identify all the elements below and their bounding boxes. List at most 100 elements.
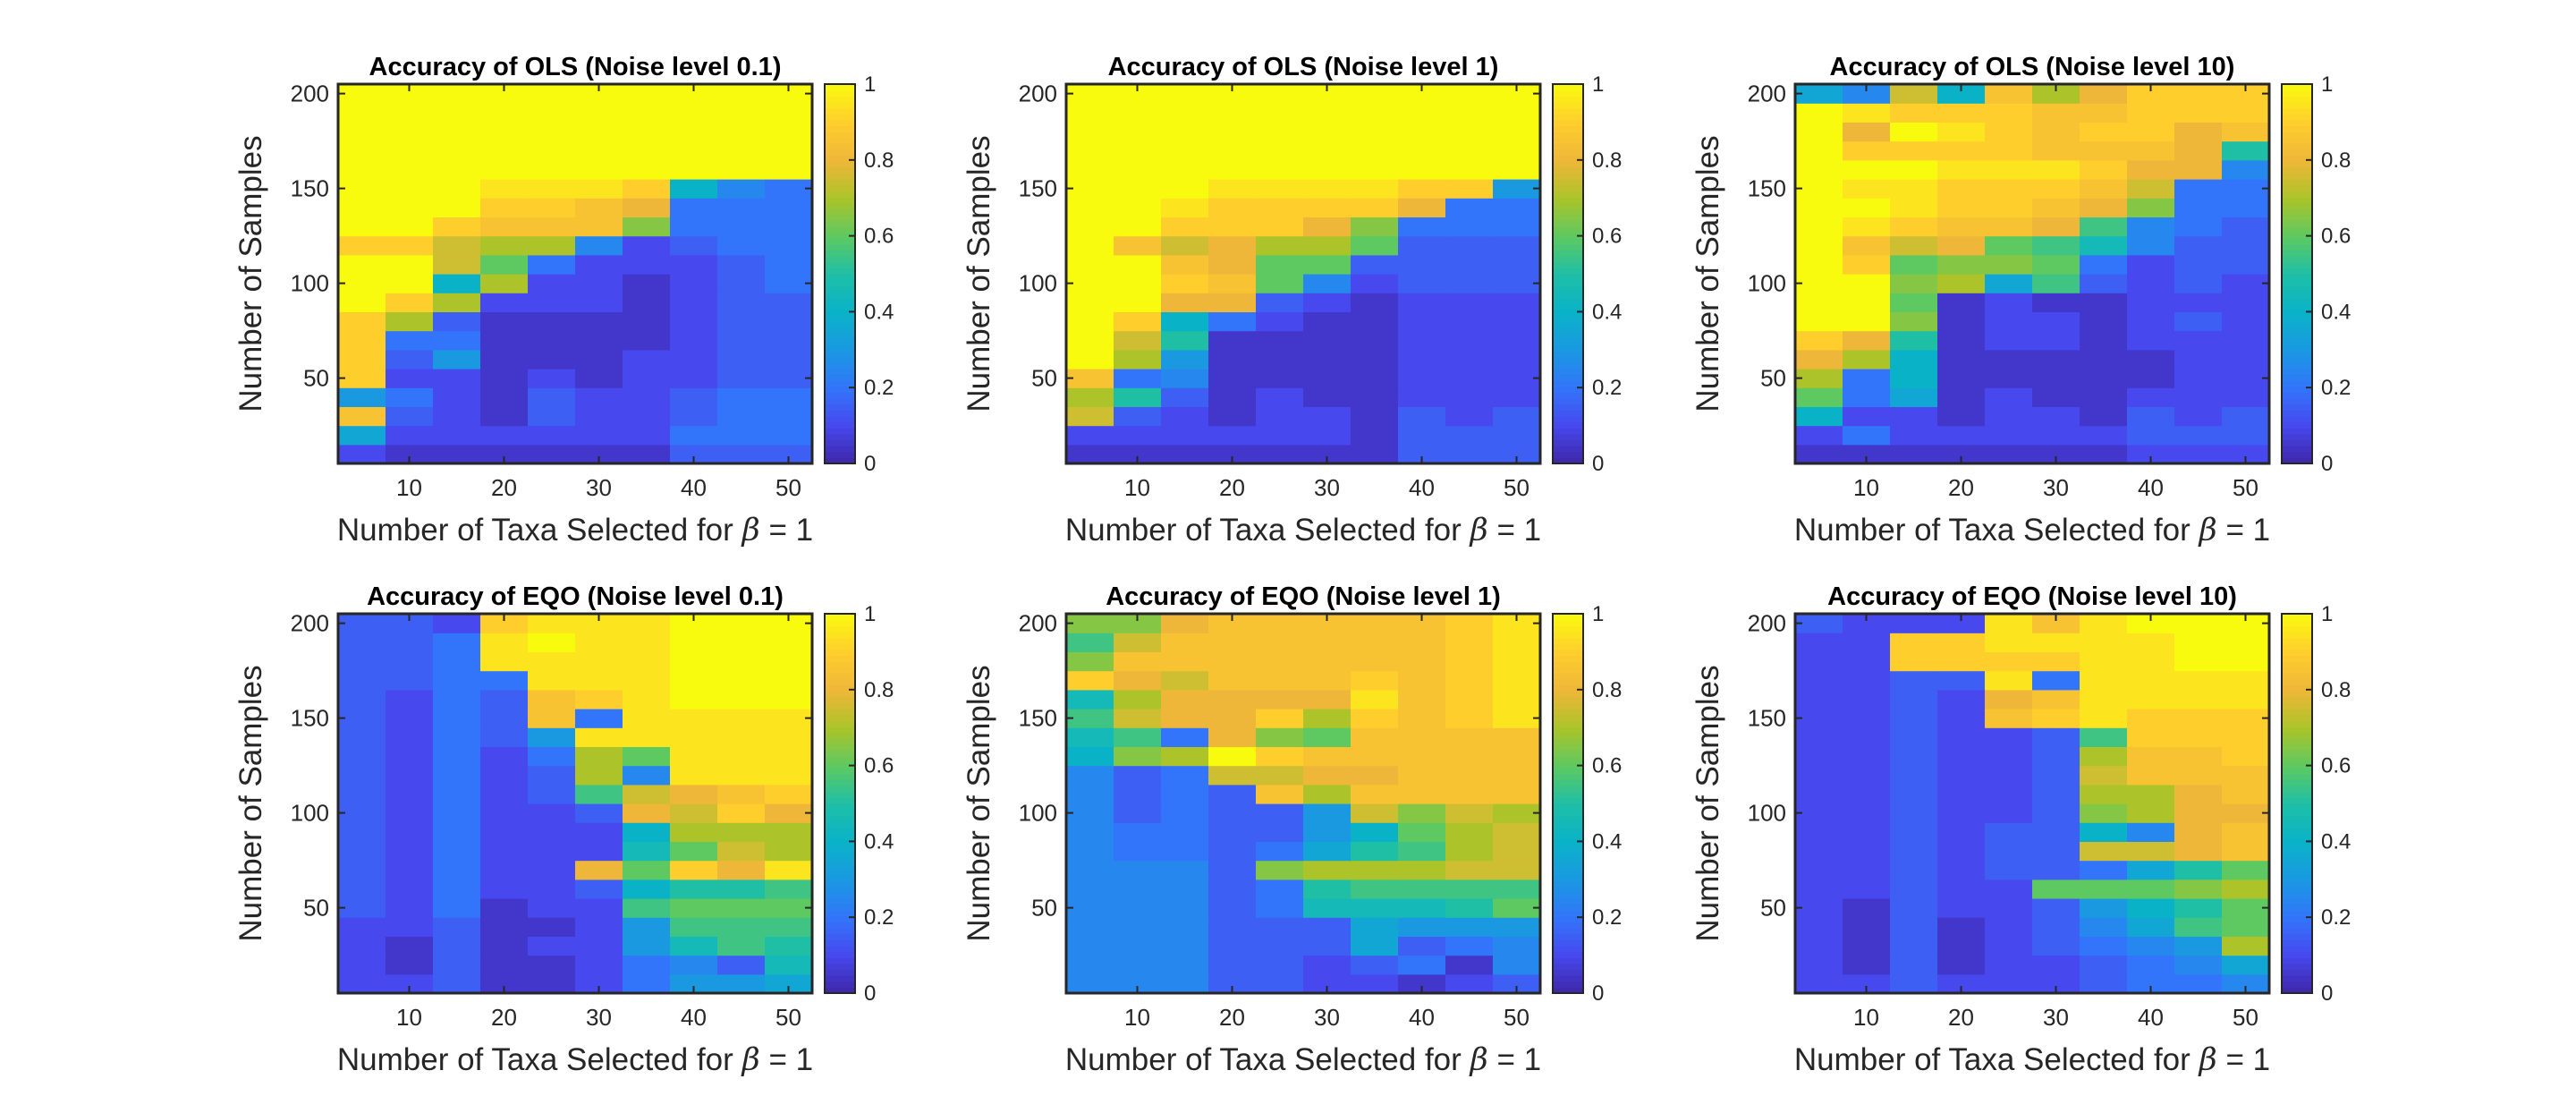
heatmap-cell [433,765,481,786]
heatmap-cell [2032,369,2080,388]
heatmap-cell [2032,955,2080,975]
heatmap-cell [623,198,671,217]
colorbar-segment [2282,303,2312,310]
heatmap-cell [2127,122,2175,142]
heatmap-cell [670,179,718,199]
heatmap-cell [1843,84,1891,104]
heatmap-cell [1351,311,1399,332]
heatmap-cell [2080,727,2128,747]
heatmap-cell [1114,898,1162,918]
heatmap-cell [2222,746,2270,767]
heatmap-cell [480,917,529,937]
y-tick-label: 150 [291,175,329,202]
y-tick-label: 200 [1019,81,1057,107]
colorbar-segment [825,220,855,227]
heatmap-cell [1208,217,1257,237]
heatmap-cell [1890,651,1938,672]
heatmap-cell [528,651,576,672]
heatmap-cell [670,898,718,918]
heatmap-cell [433,198,481,217]
heatmap-cell [1208,727,1257,747]
heatmap-cell [1114,746,1162,767]
colorbar-segment [825,369,855,376]
heatmap-cell [623,955,671,975]
heatmap-cell [2032,727,2080,747]
colorbar-segment [2282,833,2312,840]
colorbar-segment [2282,107,2312,115]
colorbar-segment [1553,933,1583,940]
heatmap-cell [1493,330,1541,351]
heatmap-cell [1161,651,1209,672]
colorbar-segment [2282,256,2312,263]
y-tick-label: 50 [1760,365,1786,392]
heatmap-cell [338,293,386,312]
heatmap-cell [1351,633,1399,652]
y-axis-label: Number of Samples [233,135,268,412]
heatmap-cell [1398,898,1446,918]
heatmap-cell [386,973,434,994]
heatmap-cell [670,841,718,862]
heatmap-cell [433,159,481,180]
heatmap-cell [1351,803,1399,823]
heatmap-cell [717,406,766,427]
colorbar-segment [2282,220,2312,227]
heatmap-cell [2032,84,2080,104]
heatmap-cell [2127,179,2175,199]
heatmap-cell [1398,709,1446,728]
heatmap-cell [765,179,813,199]
colorbar-segment [825,939,855,947]
heatmap-cell [2127,254,2175,275]
heatmap-cell [575,140,623,161]
heatmap-cell [2080,387,2128,407]
colorbar-segment [1553,137,1583,144]
heatmap-cell [386,406,434,427]
heatmap-cell [1985,746,2033,767]
heatmap-cell [1937,917,1986,937]
heatmap-cell [1445,217,1494,237]
heatmap-cell [670,784,718,804]
heatmap-cell [480,746,529,767]
heatmap-cell [1493,689,1541,709]
colorbar-segment [825,274,855,281]
colorbar-segment [1553,285,1583,293]
colorbar-segment [1553,261,1583,268]
heatmap-cell [2174,917,2223,937]
colorbar-segment [2282,428,2312,435]
heatmap-cell [1985,254,2033,275]
heatmap-cell [528,122,576,142]
y-tick-label: 200 [291,610,329,637]
heatmap-cell [1208,709,1257,728]
colorbar-segment [2282,416,2312,423]
colorbar-segment [2282,333,2312,340]
heatmap-cell [1398,293,1446,312]
heatmap-cell [2222,822,2270,842]
colorbar-segment [1553,957,1583,964]
colorbar-segment [2282,868,2312,876]
colorbar-box [1552,613,1584,994]
heatmap-cell [1398,254,1446,275]
y-tick-label: 150 [291,705,329,732]
heatmap-cell [575,803,623,823]
heatmap-cell [2174,936,2223,956]
colorbar-segment [1553,433,1583,441]
heatmap-cell [386,614,434,633]
x-axis-label-text: Number of Taxa Selected for [337,1042,742,1077]
heatmap-cell [717,84,766,104]
heatmap-cell [765,633,813,652]
heatmap-cell [1303,293,1352,312]
colorbar-segment [2282,614,2312,621]
x-tick-label: 10 [1853,474,1879,501]
heatmap-cell [1398,369,1446,388]
heatmap-cell [765,917,813,937]
heatmap-cell [1161,822,1209,842]
heatmap-cell [386,841,434,862]
heatmap-cell [1985,444,2033,464]
heatmap-cell [1890,936,1938,956]
colorbar-segment [2282,232,2312,239]
colorbar-segment [2282,691,2312,698]
heatmap-cell [1493,293,1541,312]
heatmap-cell [433,670,481,691]
heatmap-cell [2222,765,2270,786]
heatmap-cell [2127,369,2175,388]
heatmap-cell [2222,727,2270,747]
